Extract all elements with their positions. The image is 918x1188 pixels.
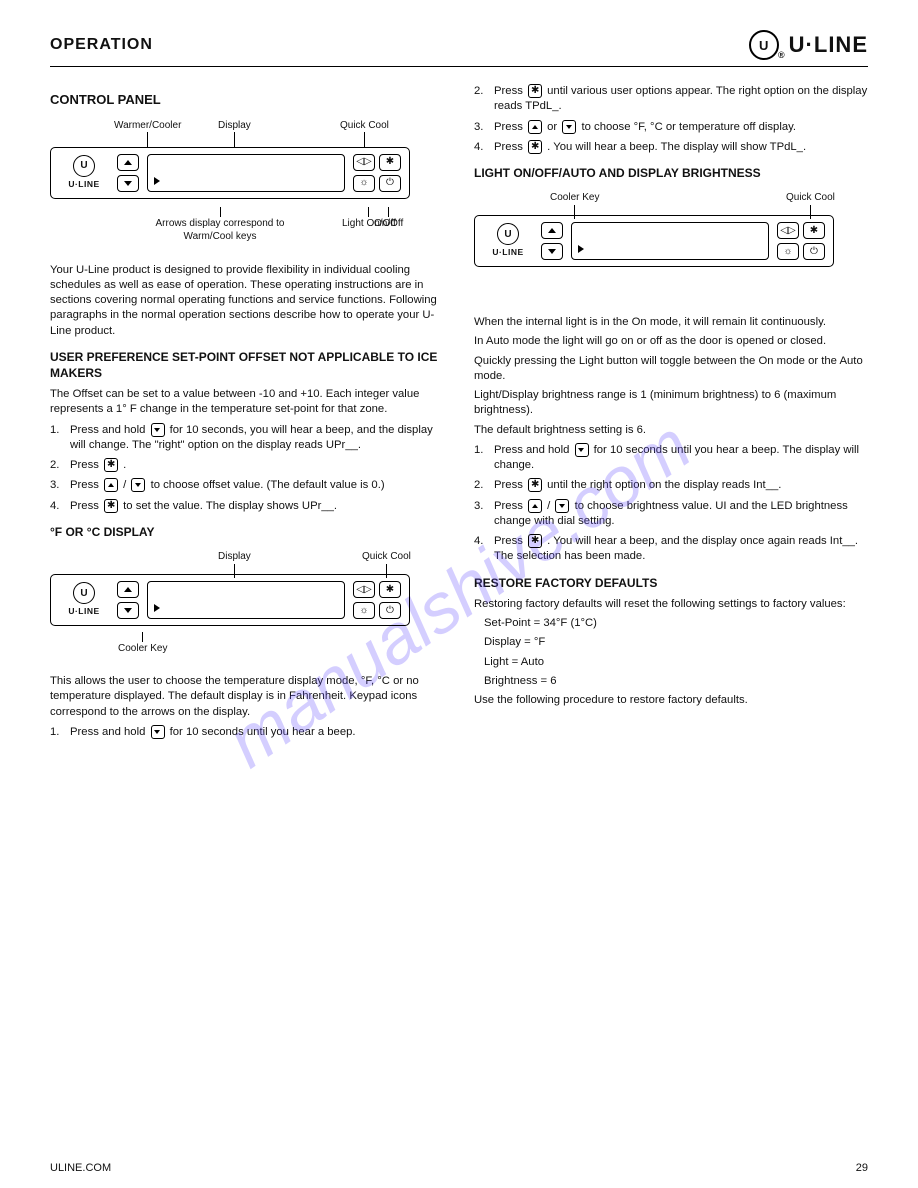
fc-step-4: 4.Press . You will hear a beep. The disp… [474,140,868,155]
default-1: Set-Point = 34°F (1°C) [484,616,868,631]
light-p2: In Auto mode the light will go on or off… [474,334,868,349]
warmer-button[interactable] [117,154,139,171]
fan-icon [528,478,542,492]
up-icon [528,499,542,513]
setpoint-desc: The Offset can be set to a value between… [50,387,444,418]
slide-button[interactable]: ◁▷ [777,222,799,239]
power-button[interactable]: ⏻ [379,602,401,619]
light-button[interactable]: ☼ [353,602,375,619]
down-icon [131,478,145,492]
control-panel-2: UU·LINE ◁▷ ✱ ☼ ⏻ [50,574,410,626]
fc-step-1: 1.Press and hold for 10 seconds until yo… [50,725,444,740]
fan-icon [528,84,542,98]
callout3-down: Cooler Key [550,191,599,219]
panel-3-wrap: Cooler Key Quick Cool UU·LINE ◁▷ ✱ ☼ ⏻ [474,191,868,301]
fc-step-3: 3.Press or to choose °F, °C or temperatu… [474,120,868,135]
quickcool-button[interactable]: ✱ [379,581,401,598]
light-p3: Quickly pressing the Light button will t… [474,354,868,385]
panel-1-wrap: Warmer/Cooler Display Quick Cool UU·LINE… [50,119,444,249]
light-step-4: 4.Press . You will hear a beep, and the … [474,534,868,565]
offset-step-2: 2.Press . [50,458,444,473]
default-3: Light = Auto [484,655,868,670]
slide-button[interactable]: ◁▷ [353,581,375,598]
right-column: 2.Press until various user options appea… [474,79,868,745]
light-step-1: 1.Press and hold for 10 seconds until yo… [474,443,868,474]
brand-block: U U·LINE [749,30,868,60]
slide-button[interactable]: ◁▷ [353,154,375,171]
offset-step-1: 1.Press and hold for 10 seconds, you wil… [50,423,444,454]
down-icon [151,423,165,437]
fan-icon [104,458,118,472]
callout-display: Display [218,119,251,149]
power-button[interactable]: ⏻ [803,243,825,260]
header: OPERATION U U·LINE [50,30,868,67]
fc-step-2: 2.Press until various user options appea… [474,84,868,115]
offset-step-3: 3.Press / to choose offset value. (The d… [50,478,444,493]
cooler-button[interactable] [117,602,139,619]
default-2: Display = °F [484,635,868,650]
brand-text: U·LINE [789,32,868,58]
heading-setpoint: USER PREFERENCE SET-POINT OFFSET NOT APP… [50,349,444,381]
quickcool-button[interactable]: ✱ [379,154,401,171]
heading-light: LIGHT ON/OFF/AUTO AND DISPLAY BRIGHTNESS [474,165,868,181]
control-panel-3: UU·LINE ◁▷ ✱ ☼ ⏻ [474,215,834,267]
callout2-fan: Quick Cool [362,550,411,578]
down-icon [575,443,589,457]
default-4: Brightness = 6 [484,674,868,689]
callout2-down: Cooler Key [118,632,167,656]
light-step-2: 2.Press until the right option on the di… [474,478,868,493]
section-title: OPERATION [50,36,153,54]
light-p5: The default brightness setting is 6. [474,423,868,438]
display-screen [571,222,769,260]
heading-fc: °F OR °C DISPLAY [50,524,444,540]
fan-icon [104,499,118,513]
cooler-button[interactable] [117,175,139,192]
display-screen [147,154,345,192]
light-button[interactable]: ☼ [777,243,799,260]
light-p4: Light/Display brightness range is 1 (min… [474,388,868,419]
warmer-button[interactable] [117,581,139,598]
callout-arrows: Warmer/Cooler [114,119,181,149]
columns: CONTROL PANEL Warmer/Cooler Display Quic… [50,79,868,745]
down-icon [562,120,576,134]
light-step-3: 3.Press / to choose brightness value. UI… [474,499,868,530]
control-description: Your U-Line product is designed to provi… [50,263,444,339]
up-icon [104,478,118,492]
light-p1: When the internal light is in the On mod… [474,315,868,330]
callout2-display: Display [218,550,251,578]
control-panel-1: UU·LINE ◁▷ ✱ ☼ ⏻ [50,147,410,199]
fan-icon [528,534,542,548]
panel-2-wrap: Display Quick Cool UU·LINE ◁▷ ✱ ☼ ⏻ Cool… [50,550,444,660]
quickcool-button[interactable]: ✱ [803,222,825,239]
restore-p2: Use the following procedure to restore f… [474,693,868,708]
power-button[interactable]: ⏻ [379,175,401,192]
offset-step-4: 4.Press to set the value. The display sh… [50,499,444,514]
restore-p1: Restoring factory defaults will reset th… [474,597,868,612]
heading-control-panel: CONTROL PANEL [50,91,444,109]
light-button[interactable]: ☼ [353,175,375,192]
callout-fan: Quick Cool [340,119,389,149]
warmer-button[interactable] [541,222,563,239]
footer-left: ULINE.COM [50,1162,111,1174]
footer: ULINE.COM 29 [50,1162,868,1174]
callout-triangle: Arrows display correspond to Warm/Cool k… [150,207,290,244]
cooler-button[interactable] [541,243,563,260]
callout-power: On/Off [374,207,403,231]
up-icon [528,120,542,134]
down-icon [555,499,569,513]
heading-restore: RESTORE FACTORY DEFAULTS [474,575,868,591]
display-screen [147,581,345,619]
down-icon [151,725,165,739]
callout3-fan: Quick Cool [786,191,835,219]
page: manualshive.com OPERATION U U·LINE CONTR… [0,0,918,1188]
fan-icon [528,140,542,154]
left-column: CONTROL PANEL Warmer/Cooler Display Quic… [50,79,444,745]
logo-icon: U [749,30,779,60]
page-number: 29 [856,1162,868,1174]
fc-desc: This allows the user to choose the tempe… [50,674,444,720]
